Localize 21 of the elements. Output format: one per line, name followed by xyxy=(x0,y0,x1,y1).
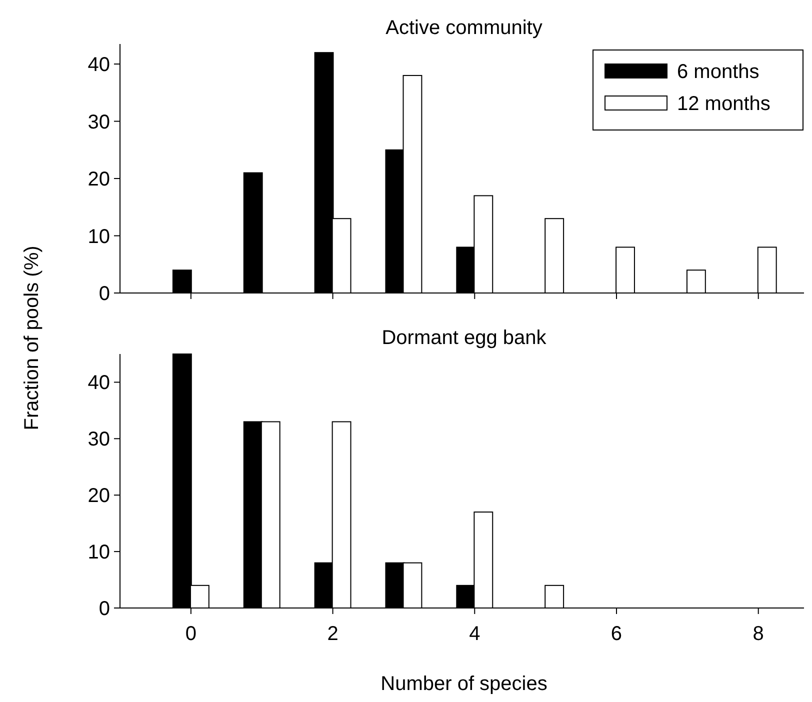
chart-title: Dormant egg bank xyxy=(382,327,548,349)
y-tick-label: 30 xyxy=(88,428,110,451)
y-tick-label: 10 xyxy=(88,226,110,248)
x-tick-label: 2 xyxy=(327,623,338,645)
legend-label: 6 months xyxy=(677,61,760,83)
chart-title: Active community xyxy=(386,17,542,39)
x-axis-title: Number of species xyxy=(380,673,548,695)
y-tick-label: 0 xyxy=(98,598,110,620)
y-tick-label: 40 xyxy=(88,54,110,76)
y-tick-label: 20 xyxy=(88,168,110,191)
y-tick-label: 30 xyxy=(88,111,110,134)
y-axis-title: Fraction of pools (%) xyxy=(21,246,43,430)
y-tick-label: 10 xyxy=(88,542,110,564)
x-tick-label: 4 xyxy=(469,623,480,645)
y-tick-label: 40 xyxy=(88,372,110,394)
x-tick-label: 6 xyxy=(610,623,622,645)
y-tick-label: 20 xyxy=(88,485,110,508)
x-tick-label: 8 xyxy=(752,623,764,645)
y-tick-label: 0 xyxy=(98,283,110,305)
x-tick-label: 0 xyxy=(185,623,196,645)
legend-label: 12 months xyxy=(677,93,770,115)
